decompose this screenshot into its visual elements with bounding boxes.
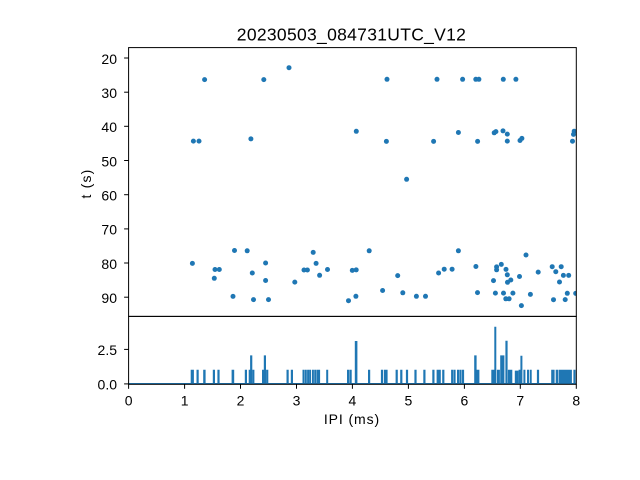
svg-text:40: 40 <box>101 119 117 135</box>
svg-text:80: 80 <box>101 256 117 272</box>
svg-text:30: 30 <box>101 85 117 101</box>
svg-text:2: 2 <box>237 393 245 409</box>
svg-text:90: 90 <box>101 290 117 306</box>
svg-text:20230503_084731UTC_V12: 20230503_084731UTC_V12 <box>237 24 466 45</box>
svg-text:70: 70 <box>101 222 117 238</box>
svg-text:7: 7 <box>516 393 524 409</box>
svg-text:60: 60 <box>101 188 117 204</box>
svg-text:1: 1 <box>181 393 189 409</box>
svg-text:0.0: 0.0 <box>98 377 118 393</box>
svg-text:20: 20 <box>101 51 117 67</box>
svg-text:4: 4 <box>349 393 357 409</box>
svg-text:8: 8 <box>572 393 580 409</box>
svg-text:t (s): t (s) <box>78 168 94 198</box>
svg-text:5: 5 <box>405 393 413 409</box>
svg-text:6: 6 <box>461 393 469 409</box>
svg-text:50: 50 <box>101 153 117 169</box>
svg-text:IPI (ms): IPI (ms) <box>324 411 380 427</box>
svg-text:2.5: 2.5 <box>98 342 118 358</box>
svg-text:0: 0 <box>125 393 133 409</box>
svg-text:3: 3 <box>293 393 301 409</box>
